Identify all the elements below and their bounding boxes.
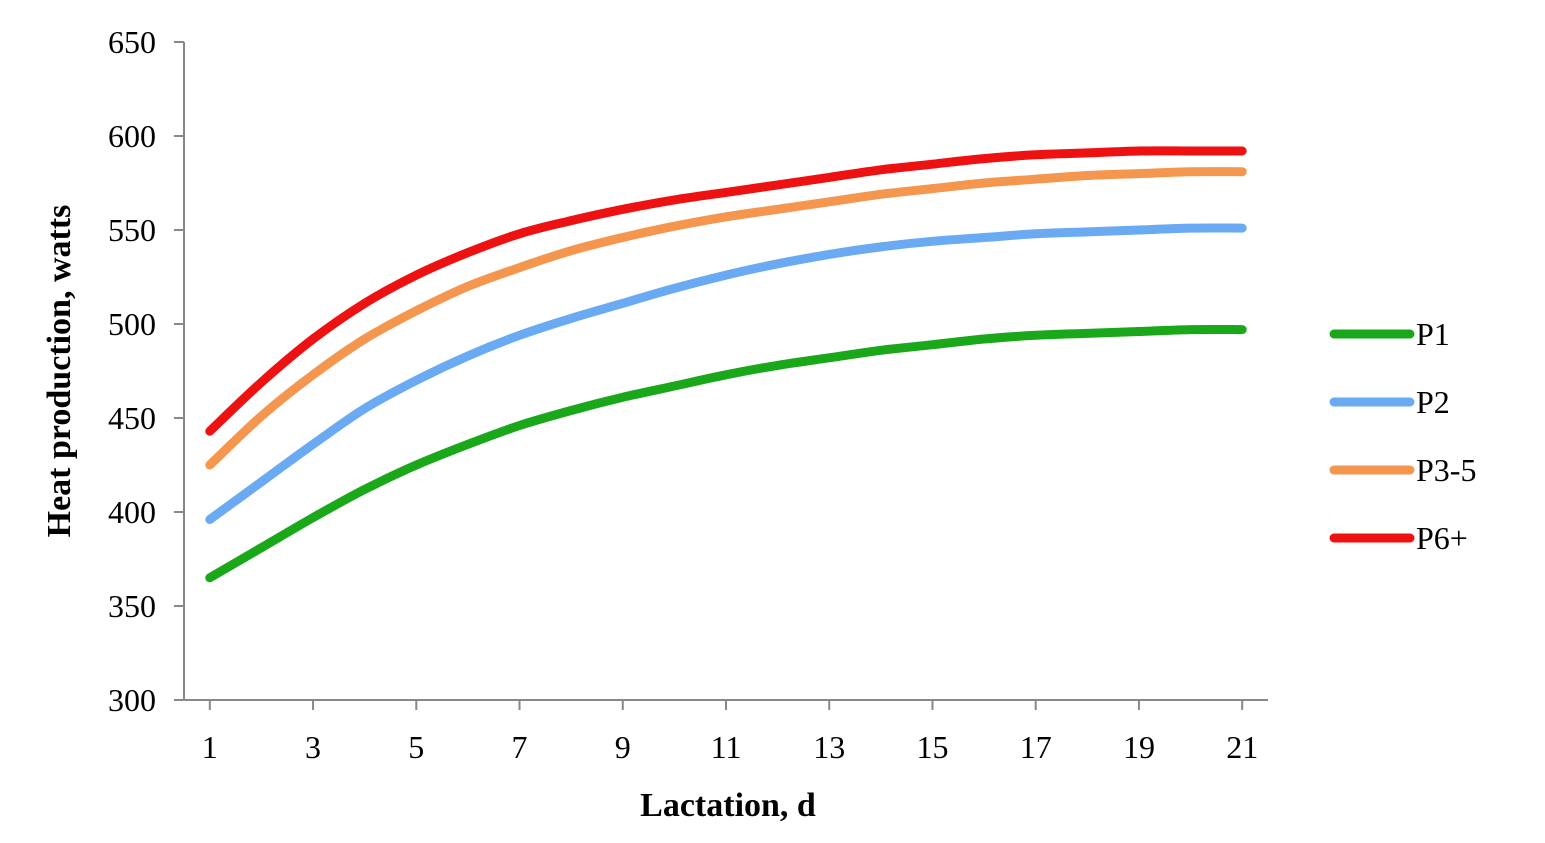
y-tick-label: 400 xyxy=(108,494,156,530)
y-tick-label: 350 xyxy=(108,588,156,624)
series-line-p2 xyxy=(205,223,1247,524)
y-tick-label: 650 xyxy=(108,24,156,60)
legend: P1 P2 P3-5 P6+ xyxy=(1329,316,1476,556)
x-tick-label: 5 xyxy=(408,729,424,765)
x-tick-label: 11 xyxy=(711,729,742,765)
legend-label-p3-5: P3-5 xyxy=(1416,452,1476,488)
series-line-p6 xyxy=(205,146,1247,436)
y-tick-label: 300 xyxy=(108,682,156,718)
x-tick-label: 9 xyxy=(615,729,631,765)
y-tick-label: 500 xyxy=(108,306,156,342)
series-lines xyxy=(205,146,1247,583)
legend-label-p2: P2 xyxy=(1416,384,1450,420)
x-tick-label: 3 xyxy=(305,729,321,765)
y-tick-label: 450 xyxy=(108,400,156,436)
y-tick-label: 600 xyxy=(108,118,156,154)
x-tick-label: 1 xyxy=(202,729,218,765)
legend-label-p1: P1 xyxy=(1416,316,1450,352)
x-tick-label: 7 xyxy=(512,729,528,765)
x-axis-title: Lactation, d xyxy=(640,787,816,824)
x-tick-label: 17 xyxy=(1020,729,1052,765)
y-axis-ticks: 300 350 400 450 500 550 600 650 xyxy=(108,24,184,718)
y-tick-label: 550 xyxy=(108,212,156,248)
x-tick-label: 15 xyxy=(916,729,948,765)
x-tick-label: 19 xyxy=(1123,729,1155,765)
y-axis-title: Heat production, watts xyxy=(41,205,78,538)
x-tick-label: 21 xyxy=(1226,729,1258,765)
series-line-p1 xyxy=(205,324,1247,583)
series-line-p3-5 xyxy=(205,167,1247,470)
legend-label-p6: P6+ xyxy=(1416,520,1468,556)
x-tick-label: 13 xyxy=(813,729,845,765)
x-axis-ticks: 1 3 5 7 9 11 13 15 17 19 21 xyxy=(202,700,1258,765)
